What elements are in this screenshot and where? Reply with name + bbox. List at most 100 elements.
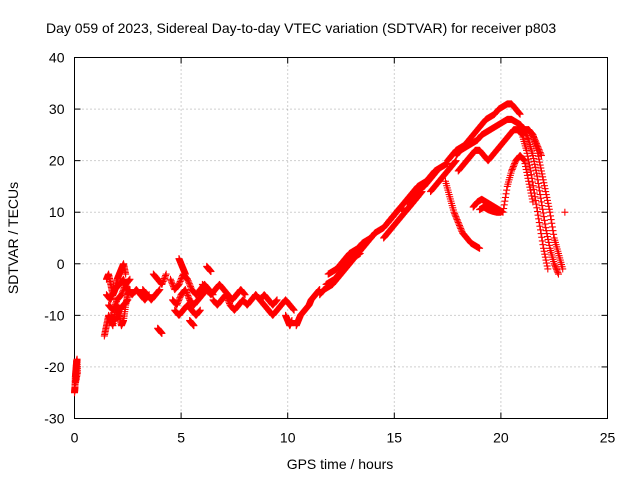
data-point (155, 287, 163, 295)
data-point (548, 219, 556, 227)
data-point (123, 297, 131, 305)
x-tick-label: 5 (177, 430, 185, 446)
data-point (159, 279, 167, 287)
x-tick-label: 10 (280, 430, 296, 446)
data-point (222, 291, 230, 299)
data-point (196, 307, 204, 315)
data-point (166, 275, 174, 283)
data-point (183, 290, 191, 298)
data-point (273, 296, 281, 304)
data-point (195, 308, 203, 316)
data-point (538, 233, 546, 241)
y-tick-label: 10 (49, 204, 65, 220)
plot-frame (74, 57, 608, 419)
data-point (185, 280, 193, 288)
data-point (111, 300, 119, 308)
data-point (119, 288, 127, 296)
data-point (225, 298, 233, 306)
axis-ticks: 0 5 10 15 20 25 -30 -20 -10 0 10 20 30 40 (44, 50, 615, 446)
grid (74, 57, 608, 419)
data-point (120, 283, 128, 291)
data-point (224, 297, 232, 305)
data-point (182, 287, 190, 295)
data-point (156, 286, 164, 294)
data-point (222, 292, 230, 300)
data-point (433, 167, 441, 175)
data-point (113, 312, 121, 320)
x-tick-label: 25 (600, 430, 616, 446)
data-point (158, 280, 166, 288)
data-point (290, 306, 298, 314)
data-point (184, 277, 192, 285)
data-point (272, 297, 280, 305)
data-point (158, 329, 166, 337)
data-point (111, 302, 119, 310)
data-point (112, 299, 120, 307)
data-point (114, 309, 122, 317)
data-point (110, 289, 118, 297)
data-point (501, 193, 509, 201)
data-point (177, 276, 185, 284)
x-tick-label: 15 (387, 430, 403, 446)
data-markers (71, 100, 569, 397)
data-point (160, 276, 168, 284)
data-point (289, 305, 297, 313)
data-point (160, 275, 168, 283)
data-point (181, 286, 189, 294)
data-point (289, 305, 297, 313)
data-point (119, 286, 127, 294)
data-point (123, 297, 131, 305)
data-point (159, 277, 167, 285)
data-point (109, 306, 117, 314)
data-point (110, 303, 118, 311)
data-point (161, 273, 169, 281)
data-point (176, 279, 184, 287)
data-point (176, 294, 184, 302)
data-point (124, 296, 132, 304)
data-point (240, 290, 248, 298)
data-point (549, 227, 557, 235)
data-point (272, 297, 280, 305)
data-point (162, 270, 170, 278)
data-point (173, 301, 181, 309)
data-point (547, 212, 555, 220)
data-point (432, 168, 440, 176)
data-point (168, 278, 176, 286)
data-point (190, 322, 198, 330)
data-point (173, 300, 181, 308)
data-point (184, 293, 192, 301)
data-point (109, 291, 117, 299)
data-point (111, 317, 119, 325)
x-axis-label: GPS time / hours (287, 456, 394, 472)
data-point (356, 249, 364, 257)
data-point (112, 314, 120, 322)
data-point (167, 277, 175, 285)
data-point (112, 315, 120, 323)
data-point (185, 278, 193, 286)
data-point (224, 295, 232, 303)
data-point (186, 281, 194, 289)
data-point (126, 275, 134, 283)
y-axis-label: SDTVAR / TECUs (5, 182, 21, 294)
data-point (125, 276, 133, 284)
data-point (184, 291, 192, 299)
data-point (503, 186, 511, 194)
data-point (547, 216, 555, 224)
data-point (155, 286, 163, 294)
data-point (175, 295, 183, 303)
data-point (241, 291, 249, 299)
data-point (162, 272, 170, 280)
y-tick-label: 30 (49, 101, 65, 117)
data-point (117, 291, 125, 299)
data-point (538, 237, 546, 245)
x-tick-label: 20 (493, 430, 509, 446)
data-point (452, 157, 460, 165)
data-point (109, 290, 117, 298)
data-point (108, 293, 116, 301)
y-tick-label: 40 (49, 50, 65, 66)
data-point (550, 230, 558, 238)
y-tick-label: 20 (49, 153, 65, 169)
data-point (432, 168, 440, 176)
chart-title: Day 059 of 2023, Sidereal Day-to-day VTE… (46, 20, 556, 36)
